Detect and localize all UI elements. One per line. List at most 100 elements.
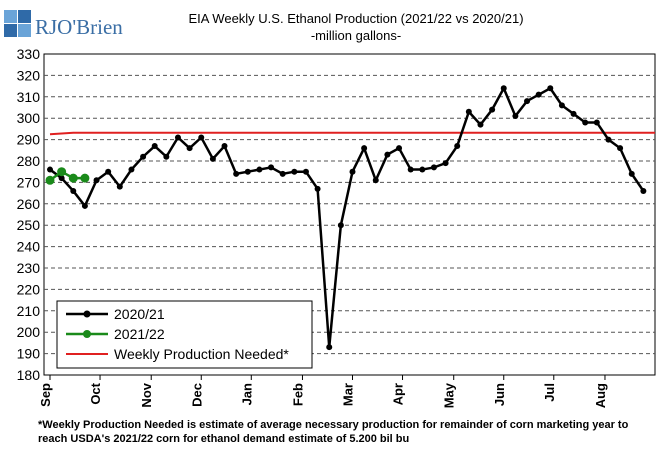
point-2020-21-13 bbox=[198, 134, 205, 141]
point-2020-21-14 bbox=[209, 155, 216, 162]
series-line-2021-22 bbox=[49, 170, 85, 182]
y-tick-330: 330 bbox=[17, 46, 41, 62]
point-2020-21-50 bbox=[628, 170, 635, 177]
point-2020-21-34 bbox=[442, 160, 449, 167]
point-2020-21-2 bbox=[70, 187, 77, 194]
point-2020-21-10 bbox=[163, 153, 170, 160]
point-2020-21-23 bbox=[314, 185, 321, 192]
x-tick-dec: Dec bbox=[189, 383, 204, 407]
point-2020-21-35 bbox=[454, 143, 461, 150]
series-line-2020-21 bbox=[49, 85, 645, 348]
point-2020-21-20 bbox=[279, 170, 286, 177]
y-tick-260: 260 bbox=[17, 196, 41, 212]
y-tick-280: 280 bbox=[17, 153, 41, 169]
point-2020-21-30 bbox=[396, 145, 403, 152]
y-tick-250: 250 bbox=[17, 217, 41, 233]
point-2020-21-49 bbox=[617, 145, 624, 152]
y-tick-240: 240 bbox=[17, 239, 41, 255]
x-tick-jan: Jan bbox=[239, 383, 254, 405]
legend-label-2021-22: 2021/22 bbox=[114, 326, 165, 342]
x-tick-labels: Sep Oct Nov Dec Jan Feb Mar Apr May Jun Jul Aug bbox=[38, 375, 608, 408]
point-2020-21-45 bbox=[570, 110, 577, 117]
point-2020-21-11 bbox=[174, 134, 181, 141]
point-2020-21-38 bbox=[489, 106, 496, 113]
point-2020-21-17 bbox=[244, 168, 251, 175]
point-2020-21-44 bbox=[558, 102, 565, 109]
point-2020-21-36 bbox=[465, 108, 472, 115]
point-2020-21-6 bbox=[116, 183, 123, 190]
point-2020-21-42 bbox=[535, 91, 542, 98]
point-2020-21-48 bbox=[605, 136, 612, 143]
point-2020-21-16 bbox=[233, 170, 240, 177]
x-tick-aug: Aug bbox=[593, 383, 608, 408]
x-tick-apr: Apr bbox=[391, 383, 406, 405]
x-tick-jun: Jun bbox=[492, 383, 507, 406]
point-2020-21-40 bbox=[512, 113, 519, 120]
point-2020-21-9 bbox=[151, 143, 158, 150]
point-2020-21-8 bbox=[140, 153, 147, 160]
point-2020-21-22 bbox=[302, 168, 309, 175]
y-tick-310: 310 bbox=[17, 89, 41, 105]
y-tick-270: 270 bbox=[17, 174, 41, 190]
y-tick-300: 300 bbox=[17, 110, 41, 126]
point-2021-22-2 bbox=[68, 173, 78, 183]
legend-label-needed: Weekly Production Needed* bbox=[114, 346, 289, 362]
point-2020-21-7 bbox=[128, 166, 135, 173]
x-tick-oct: Oct bbox=[88, 382, 103, 404]
point-2020-21-31 bbox=[407, 166, 414, 173]
point-2020-21-29 bbox=[384, 151, 391, 158]
legend-label-2020-21: 2020/21 bbox=[114, 306, 165, 322]
legend-marker-2021-22 bbox=[83, 330, 91, 338]
point-2020-21-32 bbox=[419, 166, 426, 173]
y-tick-labels: 180 190 200 210 220 230 240 250 260 270 280 290 300 3… bbox=[17, 46, 41, 383]
y-tick-230: 230 bbox=[17, 260, 41, 276]
x-tick-sep: Sep bbox=[38, 383, 53, 407]
point-2020-21-25 bbox=[337, 222, 344, 229]
x-tick-nov: Nov bbox=[139, 382, 154, 407]
point-2020-21-41 bbox=[524, 98, 531, 105]
point-2020-21-27 bbox=[361, 145, 368, 152]
point-2020-21-19 bbox=[268, 164, 275, 171]
point-2020-21-1 bbox=[58, 175, 65, 182]
logo-mark-icon bbox=[4, 10, 31, 37]
brand-name: RJO'Brien bbox=[35, 15, 123, 39]
chart-title: EIA Weekly U.S. Ethanol Production (2021… bbox=[188, 11, 523, 26]
point-2020-21-39 bbox=[500, 85, 507, 92]
point-2020-21-12 bbox=[186, 145, 193, 152]
y-tick-220: 220 bbox=[17, 281, 41, 297]
plot-frame bbox=[43, 53, 656, 376]
x-tick-mar: Mar bbox=[341, 383, 356, 406]
series-layer bbox=[45, 85, 655, 351]
point-2020-21-26 bbox=[349, 168, 356, 175]
point-2020-21-18 bbox=[256, 166, 263, 173]
point-2020-21-37 bbox=[477, 121, 484, 128]
point-2020-21-4 bbox=[93, 177, 100, 184]
point-2021-22-3 bbox=[80, 173, 90, 183]
point-2020-21-15 bbox=[221, 143, 228, 150]
point-2020-21-3 bbox=[81, 202, 88, 209]
x-tick-jul: Jul bbox=[542, 383, 557, 402]
point-2021-22-1 bbox=[57, 167, 67, 177]
x-tick-feb: Feb bbox=[290, 383, 305, 406]
point-2020-21-46 bbox=[582, 119, 589, 126]
point-2020-21-5 bbox=[105, 168, 112, 175]
y-tick-190: 190 bbox=[17, 346, 41, 362]
point-2020-21-28 bbox=[372, 177, 379, 184]
point-2020-21-47 bbox=[593, 119, 600, 126]
legend: 2020/21 2021/22 Weekly Production Needed… bbox=[56, 300, 313, 369]
rjobrien-logo: RJO'Brien bbox=[4, 8, 134, 48]
chart-subtitle: -million gallons- bbox=[311, 28, 401, 43]
point-2020-21-33 bbox=[430, 164, 437, 171]
legend-marker-2020-21 bbox=[83, 310, 91, 318]
point-2020-21-43 bbox=[547, 85, 554, 92]
point-2021-22-0 bbox=[45, 175, 55, 185]
y-tick-180: 180 bbox=[17, 367, 41, 383]
y-tick-200: 200 bbox=[17, 324, 41, 340]
y-tick-290: 290 bbox=[17, 132, 41, 148]
x-tick-may: May bbox=[442, 382, 457, 408]
series-weekly-production-needed bbox=[49, 131, 655, 136]
footnote-line-2: reach USDA's 2021/22 corn for ethanol de… bbox=[38, 433, 409, 445]
footnote-line-1: *Weekly Production Needed is estimate of… bbox=[38, 419, 629, 431]
point-2020-21-21 bbox=[291, 168, 298, 175]
